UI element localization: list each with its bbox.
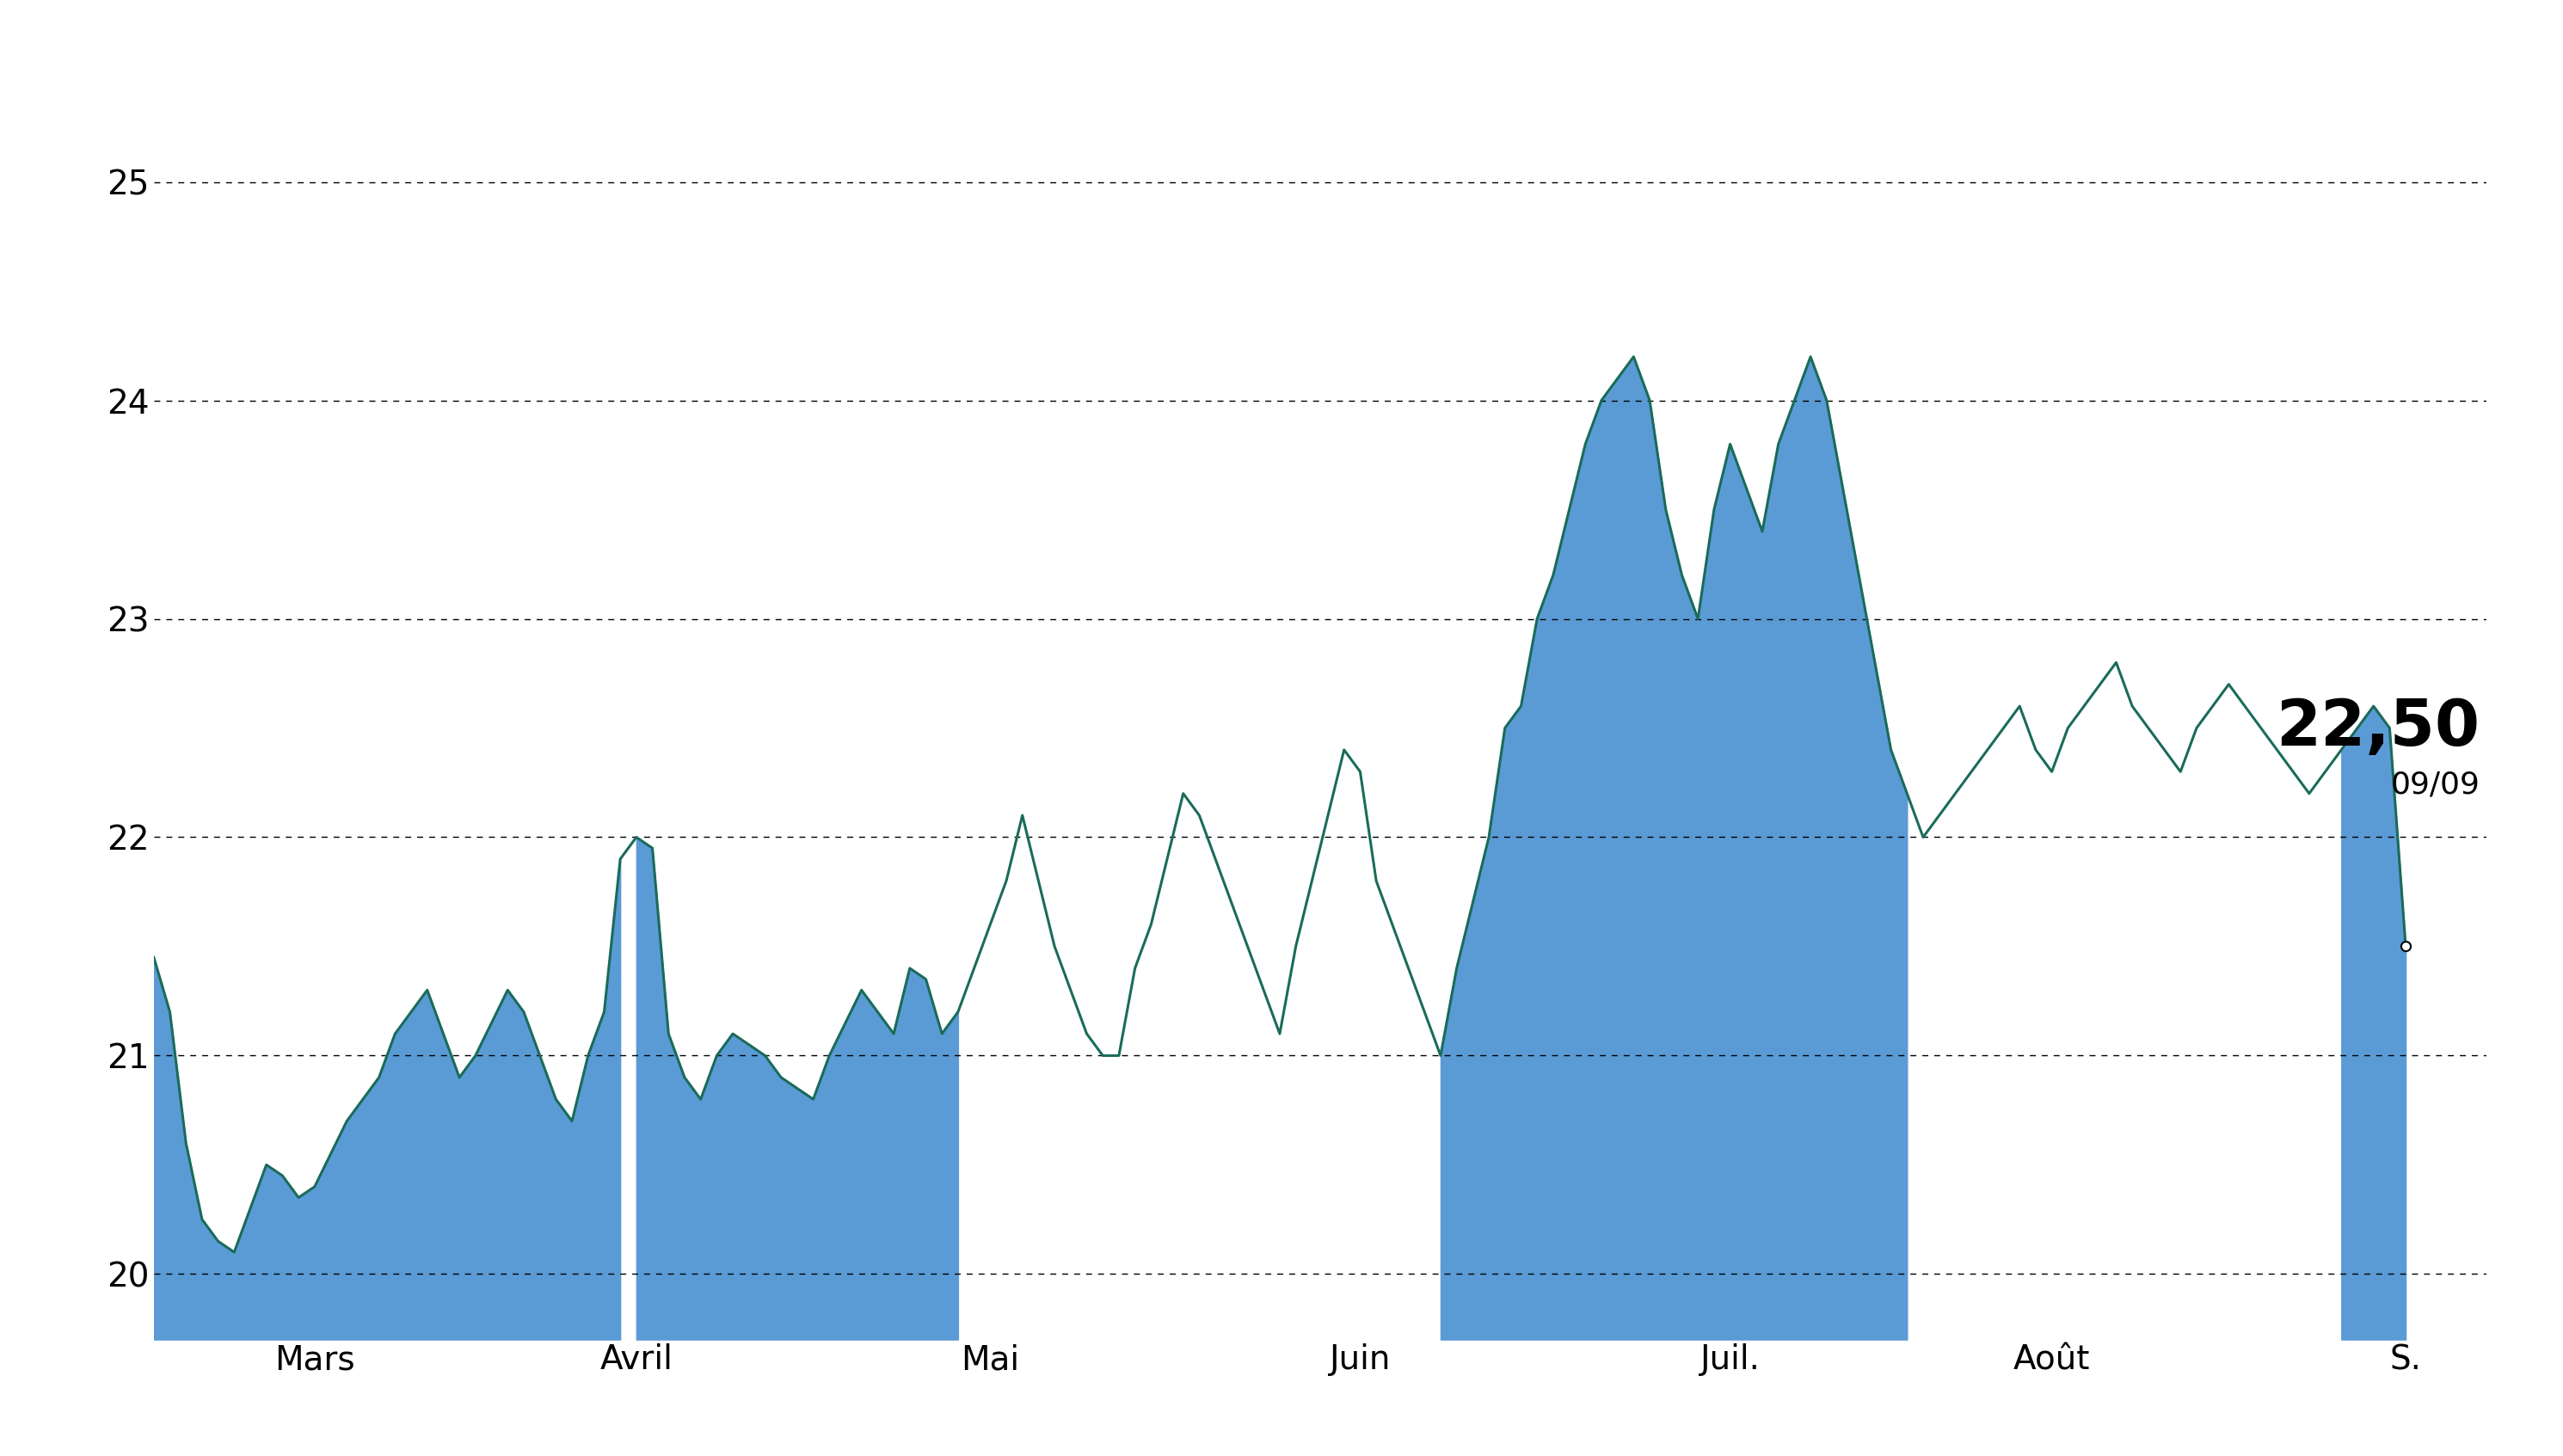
Text: TIKEHAU CAPITAL: TIKEHAU CAPITAL [856, 20, 1707, 103]
Text: 22,50: 22,50 [2276, 696, 2481, 760]
Text: 09/09: 09/09 [2391, 770, 2481, 799]
